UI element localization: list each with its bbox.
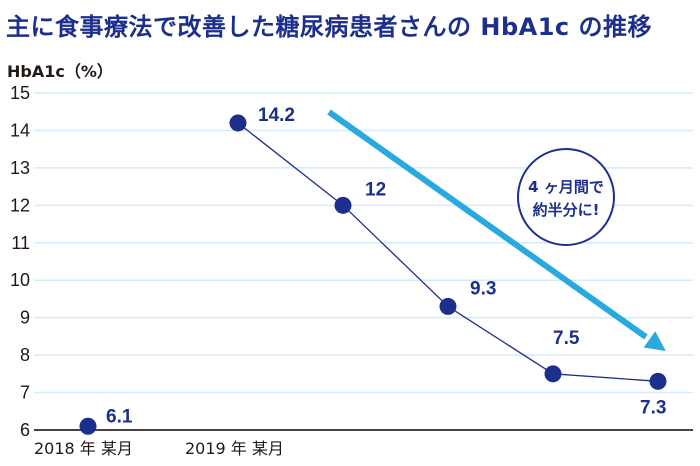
data-points — [79, 114, 667, 435]
data-label: 6.1 — [106, 406, 133, 427]
trend-arrow — [327, 109, 666, 351]
data-point — [229, 114, 247, 132]
data-point — [544, 365, 562, 383]
y-tick-label: 6 — [20, 420, 30, 440]
data-point — [649, 372, 667, 390]
series-segment — [237, 122, 344, 206]
callout-line-2: 約半分に! — [533, 201, 600, 219]
x-tick-labels: 2018 年 某月 2019 年 某月 — [34, 439, 284, 458]
y-tick-labels: 15 14 13 12 11 10 9 8 7 6 — [10, 83, 30, 440]
series-line — [237, 122, 659, 382]
data-point — [334, 196, 352, 214]
chart-title: 主に食事療法で改善した糖尿病患者さんの HbA1c の推移 — [6, 13, 652, 41]
trend-arrow-head — [643, 331, 666, 351]
y-tick-label: 11 — [11, 233, 30, 253]
data-label: 9.3 — [470, 278, 496, 299]
series-segment — [447, 305, 554, 375]
y-tick-label: 12 — [10, 195, 30, 215]
data-label: 12 — [365, 179, 386, 200]
x-tick-label: 2018 年 某月 — [34, 439, 133, 458]
series-segment — [342, 204, 449, 307]
y-axis-label: HbA1c（%） — [7, 62, 113, 81]
data-label: 7.3 — [640, 397, 666, 418]
data-label: 7.5 — [553, 328, 580, 349]
y-tick-label: 8 — [20, 345, 30, 365]
gridlines — [34, 92, 693, 431]
y-tick-label: 15 — [10, 83, 30, 103]
y-tick-label: 14 — [10, 120, 30, 140]
y-tick-label: 7 — [20, 383, 30, 403]
y-tick-label: 10 — [10, 270, 30, 290]
trend-arrow-shaft — [327, 109, 648, 340]
data-point — [439, 297, 457, 315]
callout-line-1: 4 ヶ月間で — [528, 178, 604, 196]
data-label: 14.2 — [258, 105, 295, 126]
callout-circle-shape — [517, 148, 615, 246]
x-tick-label: 2019 年 某月 — [185, 439, 284, 458]
y-tick-label: 9 — [20, 308, 30, 328]
y-tick-label: 13 — [10, 158, 30, 178]
data-labels: 6.1 14.2 12 9.3 7.5 7.3 — [106, 105, 666, 427]
data-point — [79, 417, 97, 435]
series-segment — [552, 373, 659, 382]
